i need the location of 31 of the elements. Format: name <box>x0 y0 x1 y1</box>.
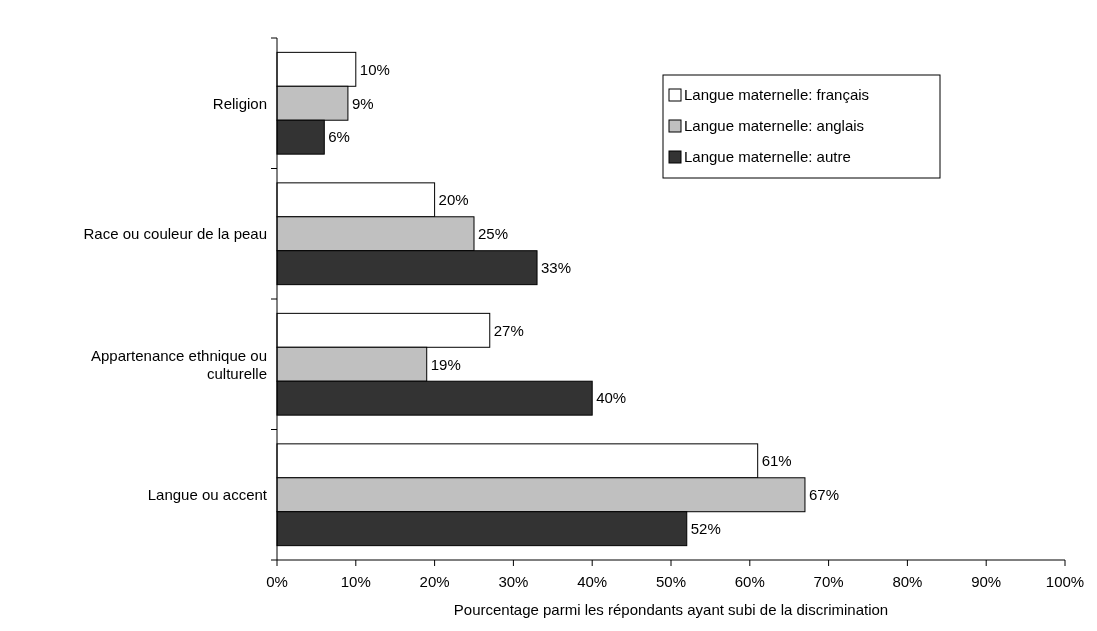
y-tick-label: Appartenance ethnique ou culturelle <box>91 346 267 382</box>
data-label: 19% <box>430 355 461 373</box>
data-label: 20% <box>438 191 469 209</box>
x-tick-label: 20% <box>419 573 450 590</box>
data-label: 61% <box>761 452 792 470</box>
data-label: 27% <box>493 321 524 339</box>
x-tick-label: 10% <box>340 573 371 590</box>
legend-label: Langue maternelle: français <box>684 86 870 104</box>
x-axis-title: Pourcentage parmi les répondants ayant subi de la discrimination <box>453 601 889 618</box>
data-label: 9% <box>351 94 374 112</box>
x-tick-label: 100% <box>1045 573 1085 590</box>
data-label: 10% <box>359 60 390 78</box>
data-label: 33% <box>541 258 572 276</box>
x-tick-label: 40% <box>577 573 608 590</box>
x-tick-label: 70% <box>813 573 844 590</box>
x-tick-label: 60% <box>734 573 765 590</box>
x-tick-label: 50% <box>655 573 687 590</box>
legend-label: Langue maternelle: anglais <box>684 117 865 135</box>
x-tick-label: 0% <box>266 573 288 590</box>
data-label: 6% <box>328 128 350 146</box>
y-tick-label: Race ou couleur de la peau <box>83 225 267 242</box>
x-tick-label: 90% <box>971 573 1002 590</box>
y-tick-label: Religion <box>212 94 267 112</box>
data-label: 25% <box>478 225 509 242</box>
data-label: 40% <box>596 389 627 407</box>
legend-label: Langue maternelle: autre <box>684 148 851 166</box>
x-tick-label: 80% <box>892 573 923 590</box>
data-label: 52% <box>690 519 721 537</box>
y-tick-label: Langue ou accent <box>147 486 268 503</box>
x-tick-label: 30% <box>498 573 529 590</box>
data-label: 67% <box>808 486 839 503</box>
